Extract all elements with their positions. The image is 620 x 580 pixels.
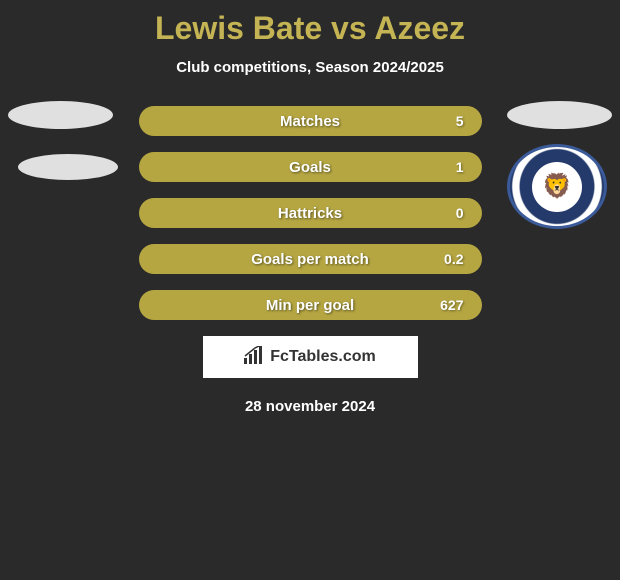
stat-right-value: 0.2 (444, 251, 463, 267)
chart-icon (244, 346, 264, 369)
branding-banner[interactable]: FcTables.com (203, 336, 418, 378)
stats-list: Matches 5 Goals 1 Hattricks 0 Goals per … (139, 106, 482, 320)
stat-row-min-per-goal: Min per goal 627 (139, 290, 482, 320)
stat-label: Goals per match (251, 251, 369, 268)
subtitle: Club competitions, Season 2024/2025 (0, 59, 620, 76)
stat-row-goals: Goals 1 (139, 152, 482, 182)
club-badge-lion-icon: 🦁 (532, 162, 582, 212)
right-player-avatars: 🦁 (507, 101, 612, 229)
stat-right-value: 0 (456, 205, 464, 221)
player-avatar-placeholder (8, 101, 113, 129)
player-avatar-placeholder (507, 101, 612, 129)
stat-row-hattricks: Hattricks 0 (139, 198, 482, 228)
stat-right-value: 5 (456, 113, 464, 129)
main-container: Lewis Bate vs Azeez Club competitions, S… (0, 0, 620, 415)
stat-right-value: 627 (440, 297, 463, 313)
stat-row-goals-per-match: Goals per match 0.2 (139, 244, 482, 274)
club-badge-millwall: 🦁 (507, 144, 607, 229)
club-avatar-placeholder (18, 154, 118, 180)
date-text: 28 november 2024 (0, 398, 620, 415)
stat-label: Matches (280, 113, 340, 130)
comparison-area: 🦁 Matches 5 Goals 1 Hattricks 0 Goals pe (0, 106, 620, 415)
branding-text: FcTables.com (270, 348, 376, 366)
stat-right-value: 1 (456, 159, 464, 175)
stat-label: Hattricks (278, 205, 342, 222)
stat-row-matches: Matches 5 (139, 106, 482, 136)
page-title: Lewis Bate vs Azeez (0, 10, 620, 47)
left-player-avatars (8, 101, 118, 205)
stat-label: Min per goal (266, 297, 354, 314)
stat-label: Goals (289, 159, 331, 176)
